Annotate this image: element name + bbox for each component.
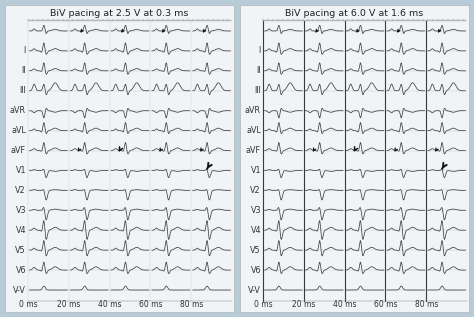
- Text: BiV pacing at 2.5 V at 0.3 ms: BiV pacing at 2.5 V at 0.3 ms: [50, 9, 189, 18]
- Text: II: II: [256, 66, 261, 75]
- Bar: [240, 5, 469, 312]
- Text: V6: V6: [250, 266, 261, 275]
- Text: I: I: [24, 46, 26, 55]
- Text: 40 ms: 40 ms: [333, 300, 356, 309]
- Text: III: III: [19, 86, 26, 95]
- Text: V6: V6: [16, 266, 26, 275]
- Text: aVL: aVL: [246, 126, 261, 135]
- Text: aVR: aVR: [10, 106, 26, 115]
- Text: aVR: aVR: [245, 106, 261, 115]
- Text: I: I: [259, 46, 261, 55]
- Text: BiV pacing at 6.0 V at 1.6 ms: BiV pacing at 6.0 V at 1.6 ms: [285, 9, 424, 18]
- Text: V4: V4: [250, 226, 261, 235]
- Text: III: III: [254, 86, 261, 95]
- Text: V-V: V-V: [13, 286, 26, 294]
- Text: 80 ms: 80 ms: [180, 300, 203, 309]
- Text: aVL: aVL: [11, 126, 26, 135]
- Text: V-V: V-V: [248, 286, 261, 294]
- Text: aVF: aVF: [246, 146, 261, 155]
- Text: aVF: aVF: [11, 146, 26, 155]
- Bar: [5, 5, 234, 312]
- Text: V5: V5: [250, 246, 261, 255]
- Text: 0 ms: 0 ms: [18, 300, 37, 309]
- Text: V3: V3: [250, 206, 261, 215]
- Text: 40 ms: 40 ms: [98, 300, 121, 309]
- Text: 20 ms: 20 ms: [57, 300, 81, 309]
- Text: V5: V5: [15, 246, 26, 255]
- Text: V2: V2: [15, 186, 26, 195]
- Text: V3: V3: [16, 206, 26, 215]
- Text: II: II: [21, 66, 26, 75]
- Text: 60 ms: 60 ms: [139, 300, 162, 309]
- Text: V2: V2: [250, 186, 261, 195]
- Text: 80 ms: 80 ms: [414, 300, 438, 309]
- Text: 20 ms: 20 ms: [292, 300, 316, 309]
- Text: V4: V4: [16, 226, 26, 235]
- Text: V1: V1: [16, 166, 26, 175]
- Text: 0 ms: 0 ms: [254, 300, 272, 309]
- Text: 60 ms: 60 ms: [374, 300, 397, 309]
- Text: V1: V1: [250, 166, 261, 175]
